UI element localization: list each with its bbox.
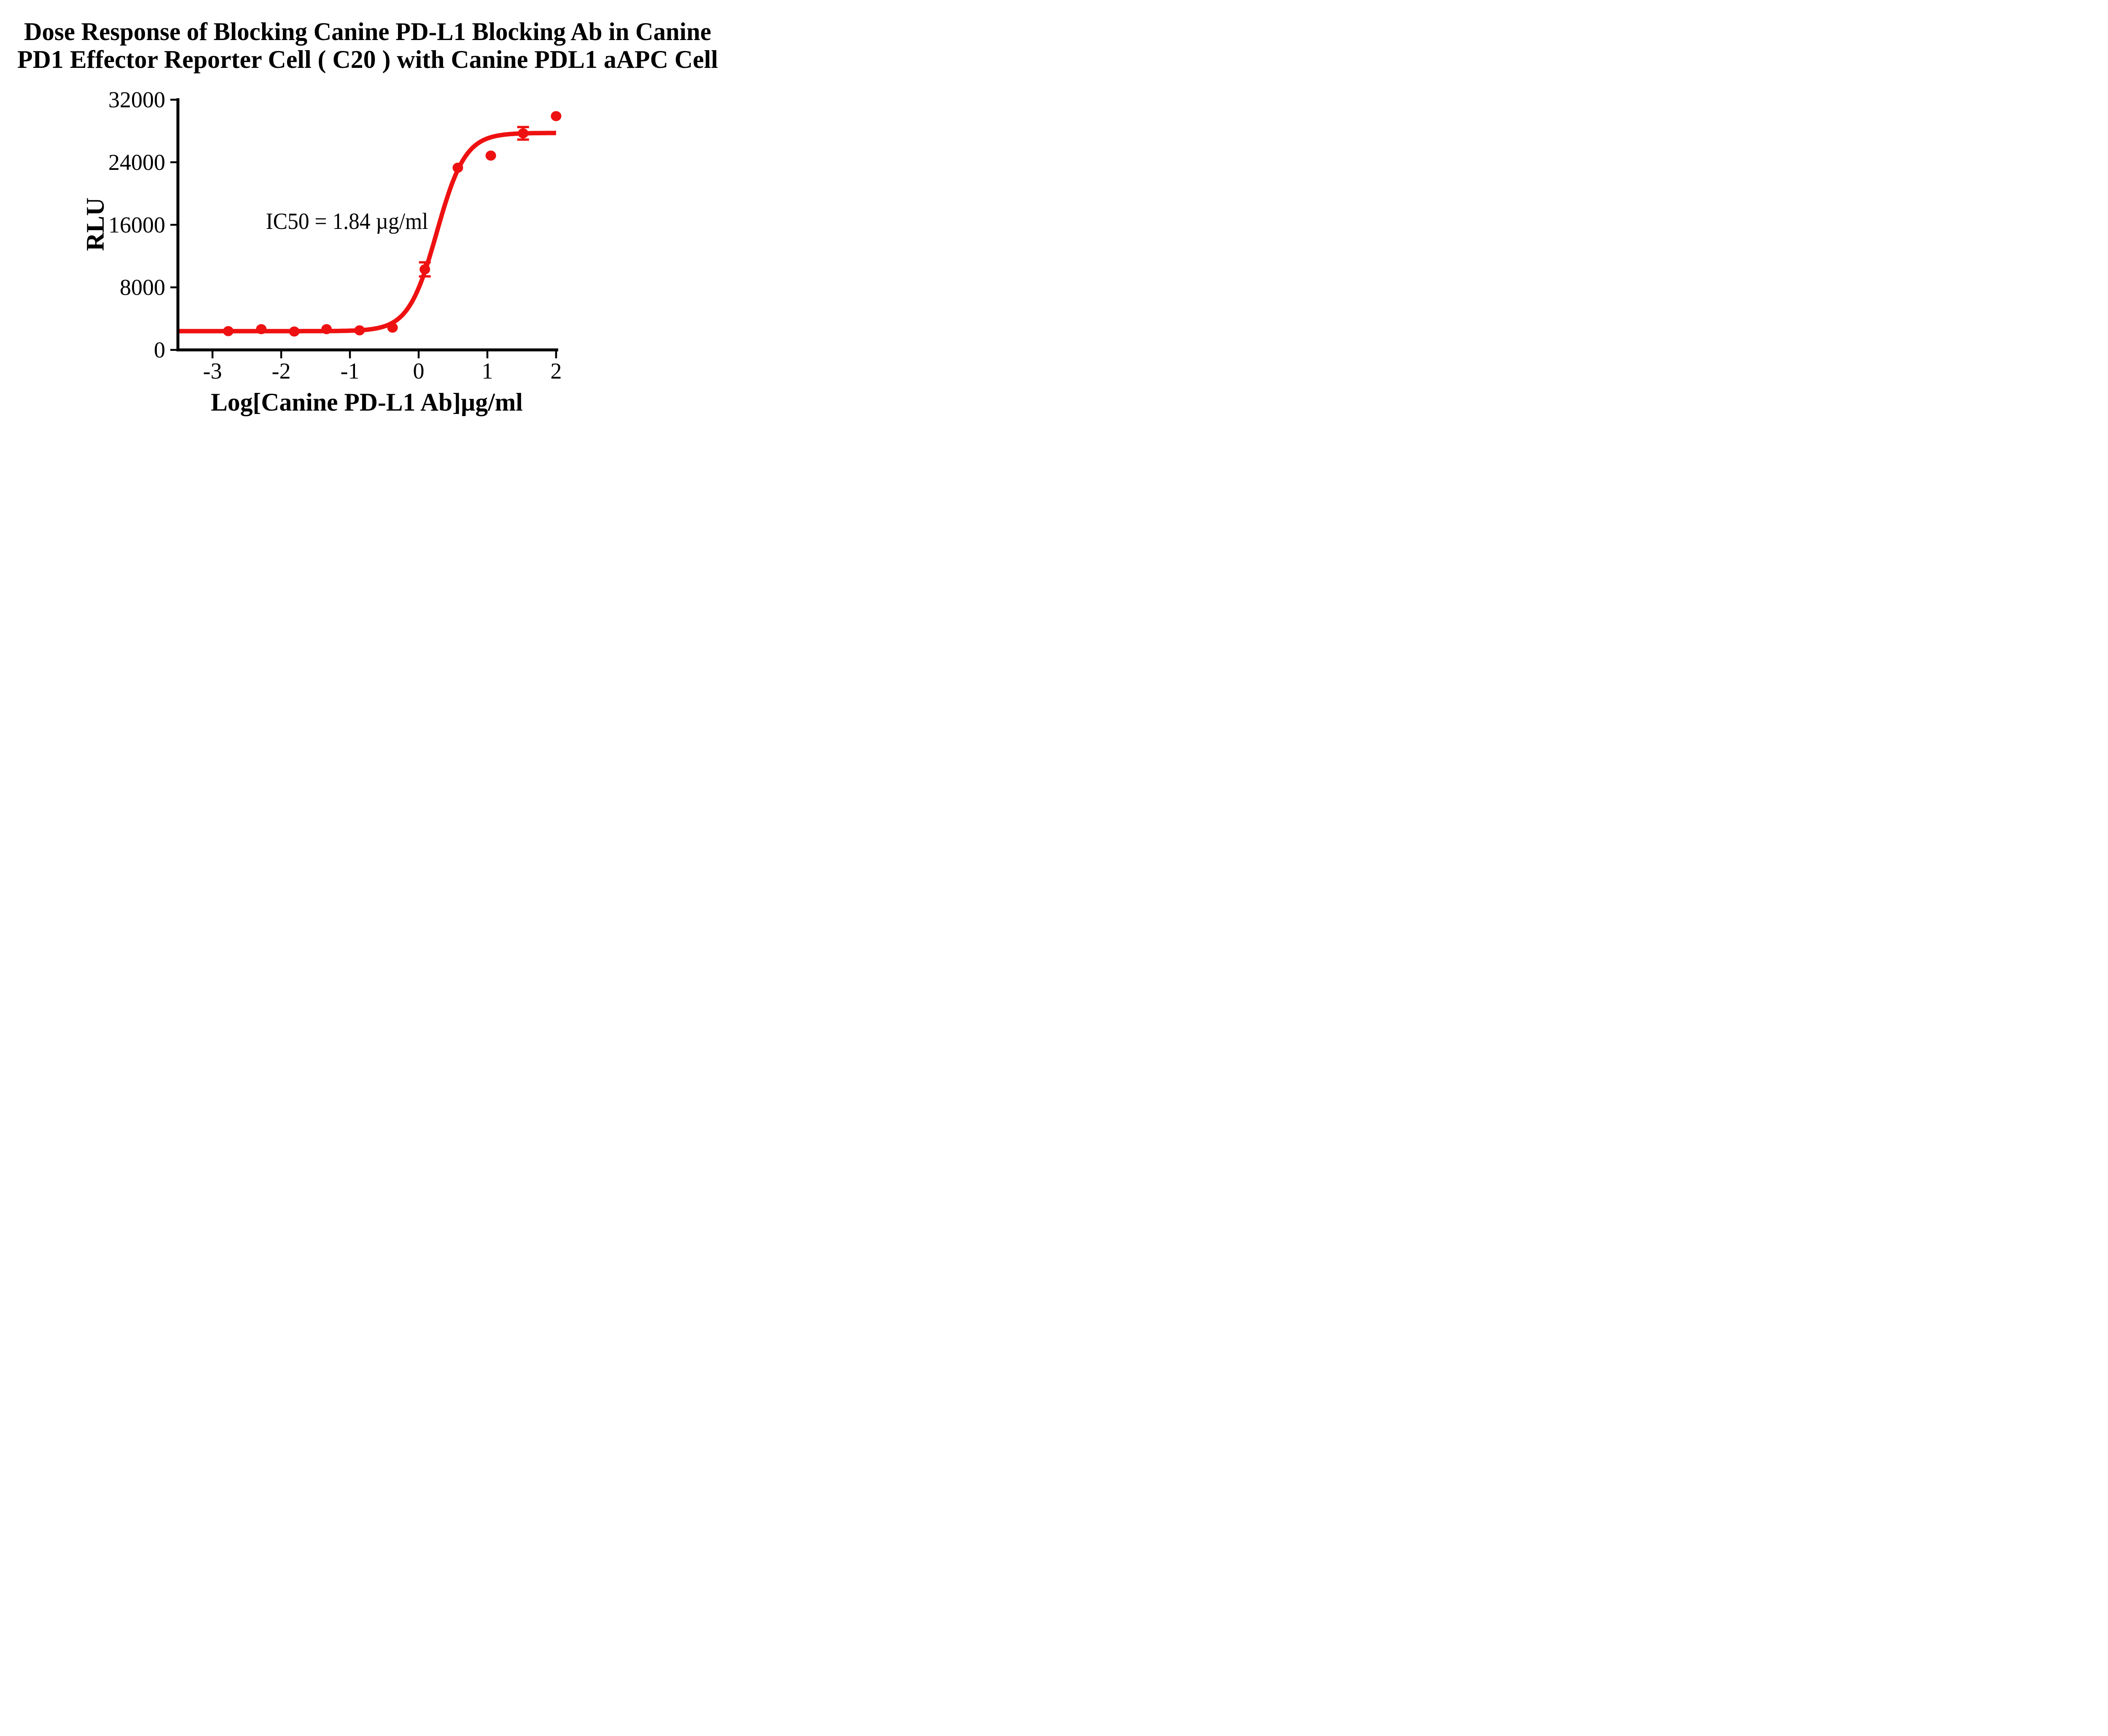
data-point — [387, 322, 398, 333]
x-tick-label: 1 — [482, 358, 493, 384]
ic50-annotation: IC50 = 1.84 µg/ml — [266, 208, 428, 234]
data-point — [289, 326, 300, 337]
data-point — [452, 162, 463, 173]
fit-curve — [178, 131, 556, 333]
data-point — [551, 111, 562, 121]
x-tick-label: -2 — [272, 358, 291, 384]
x-axis-ticks: -3 -2 -1 0 1 2 — [203, 351, 562, 384]
fit-curve-layer — [178, 131, 556, 333]
data-point — [256, 324, 267, 334]
x-tick-label: -3 — [203, 358, 222, 384]
y-tick-label: 32000 — [108, 87, 165, 113]
y-axis-label: RLU — [81, 198, 109, 251]
x-tick-label: 2 — [551, 358, 562, 384]
x-tick-label: 0 — [413, 358, 425, 384]
dose-response-figure: Dose Response of Blocking Canine PD-L1 B… — [0, 0, 730, 434]
chart-title-line1: Dose Response of Blocking Canine PD-L1 B… — [24, 18, 711, 46]
data-point — [518, 128, 529, 139]
x-tick-label: -1 — [341, 358, 360, 384]
y-axis-ticks: 0 8000 16000 24000 32000 — [108, 87, 177, 363]
data-points-layer — [223, 111, 562, 337]
y-tick-label: 0 — [154, 337, 165, 363]
data-point — [354, 325, 365, 336]
data-point — [223, 326, 234, 336]
y-tick-label: 16000 — [108, 212, 165, 237]
chart-title-line2: PD1 Effector Reporter Cell ( C20 ) with … — [17, 46, 718, 73]
data-point — [485, 150, 496, 161]
data-point — [321, 324, 332, 334]
dose-response-chart: Dose Response of Blocking Canine PD-L1 B… — [17, 18, 718, 416]
y-tick-label: 24000 — [108, 150, 165, 175]
x-axis-label: Log[Canine PD-L1 Ab]µg/ml — [211, 388, 523, 416]
data-point — [419, 264, 430, 274]
y-tick-label: 8000 — [120, 275, 165, 300]
